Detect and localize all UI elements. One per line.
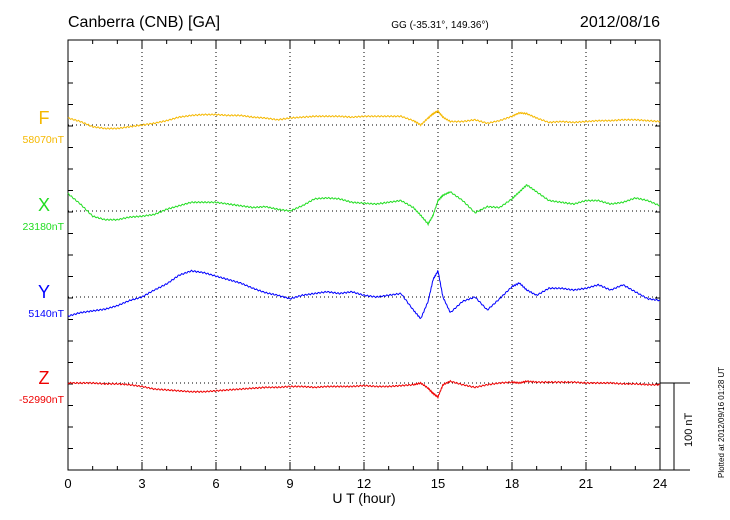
x-tick-label: 6 [212,476,219,491]
x-tick-label: 18 [505,476,519,491]
x-axis-ticks: 0 3 6 9 12 15 18 21 24 [64,40,667,491]
baseline-dotted-lines [68,124,660,384]
series-baseline-value-f: 58070nT [23,134,65,146]
series-line-f [67,108,661,130]
series-line-x [67,184,661,227]
series-name-f: F [39,108,50,128]
x-tick-label: 12 [357,476,371,491]
y-minor-ticks [68,61,660,449]
x-tick-label: 24 [653,476,667,491]
x-tick-label: 9 [286,476,293,491]
x-tick-label: 3 [138,476,145,491]
vertical-gridlines [141,40,587,470]
series-baseline-value-y: 5140nT [28,308,64,320]
x-tick-label: 21 [579,476,593,491]
series-name-x: X [38,195,50,215]
series-traces [67,108,661,400]
series-name-y: Y [38,282,50,302]
series-line-y [67,269,661,320]
series-name-z: Z [39,368,50,388]
x-tick-label: 0 [64,476,71,491]
scale-bar: 100 nT [660,382,695,471]
date-title: 2012/08/16 [580,14,660,31]
scale-bar-label: 100 nT [683,412,695,447]
series-baseline-value-z: -52990nT [19,394,65,406]
geographic-coordinates: GG (-35.31°, 149.36°) [391,20,489,31]
series-labels: F 58070nT X 23180nT Y 5140nT Z -52990nT [19,108,65,406]
series-baseline-value-x: 23180nT [23,221,65,233]
series-line-z [67,379,661,400]
x-tick-label: 15 [431,476,445,491]
x-axis-title: U T (hour) [332,490,395,506]
plotted-timestamp: Plotted at 2012/09/16 01:28 UT [717,367,726,478]
station-title: Canberra (CNB) [GA] [68,14,220,31]
